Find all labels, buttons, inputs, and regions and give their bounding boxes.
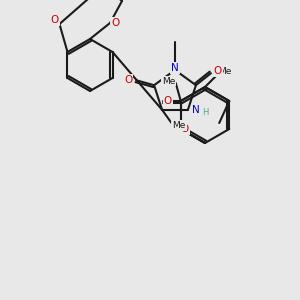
Text: Me: Me bbox=[172, 121, 186, 130]
Text: H: H bbox=[202, 108, 208, 117]
Text: Me: Me bbox=[218, 67, 232, 76]
Text: O: O bbox=[214, 66, 222, 76]
Text: O: O bbox=[181, 124, 189, 134]
Text: N: N bbox=[171, 63, 179, 73]
Text: O: O bbox=[50, 15, 59, 25]
Text: O: O bbox=[164, 96, 172, 106]
Text: O: O bbox=[111, 18, 119, 28]
Text: N: N bbox=[192, 105, 200, 115]
Text: Me: Me bbox=[162, 76, 175, 85]
Text: O: O bbox=[124, 75, 132, 85]
